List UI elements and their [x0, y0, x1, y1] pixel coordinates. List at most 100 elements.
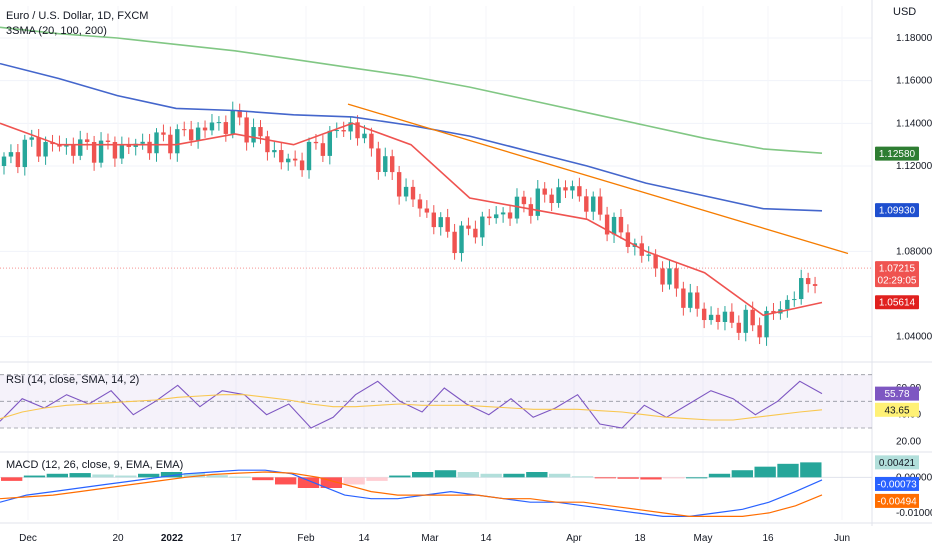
candle-body — [570, 186, 575, 191]
price-badge-box — [875, 203, 919, 218]
candle-body — [244, 117, 249, 143]
candle-body — [272, 150, 277, 153]
candle-body — [230, 110, 235, 134]
macd-histogram-bar — [617, 477, 639, 479]
candle-body — [105, 140, 111, 142]
candle-body — [459, 225, 464, 254]
candle-body — [355, 122, 360, 139]
macd-histogram-bar — [526, 472, 548, 478]
macd-histogram-bar — [138, 473, 160, 478]
candle-body — [445, 217, 450, 232]
rsi-tick-label: 20.00 — [896, 436, 921, 447]
price-badge-text: 1.12580 — [879, 149, 916, 160]
candle-body — [611, 216, 617, 235]
macd-badge-box — [875, 455, 919, 470]
candle-body — [223, 122, 229, 134]
macd-histogram-bar — [503, 473, 525, 478]
candle-body — [348, 122, 353, 132]
candle-body — [500, 212, 506, 215]
candle-body — [722, 311, 728, 322]
candle-body — [237, 110, 242, 118]
x-tick-label: 17 — [230, 533, 242, 544]
x-tick-label: 2022 — [161, 533, 184, 544]
candle-body — [799, 278, 804, 300]
currency-label: USD — [893, 6, 917, 18]
candle-body — [292, 158, 298, 161]
candle-body — [563, 187, 568, 191]
rsi-badge: 43.65 — [875, 402, 919, 417]
macd-badge-text: 0.00421 — [879, 458, 916, 469]
candle-body — [417, 199, 423, 209]
rsi-badge-box — [875, 386, 919, 401]
candle-body — [209, 122, 215, 131]
candle-body — [258, 127, 263, 137]
candle-body — [15, 152, 21, 168]
x-tick-label: May — [694, 533, 713, 544]
candle-body — [147, 141, 152, 154]
price-badge-box — [875, 146, 919, 161]
candle-body — [556, 187, 561, 204]
candle-body — [750, 309, 755, 326]
candle-body — [376, 148, 381, 173]
price-badge: 1.07215 — [875, 261, 919, 276]
macd-badge-box — [875, 493, 919, 508]
macd-histogram-bar — [434, 470, 457, 478]
price-tick-label: 1.12000 — [896, 161, 932, 172]
price-tick-label: 1.08000 — [896, 246, 932, 257]
candle-body — [452, 231, 457, 254]
candle-body — [182, 129, 187, 131]
candle-body — [410, 186, 416, 200]
candle-body — [674, 268, 679, 289]
candle-body — [466, 225, 471, 229]
macd-histogram-bar — [366, 477, 388, 481]
candle-body — [78, 139, 83, 156]
candle-body — [29, 137, 34, 140]
candle-body — [438, 217, 443, 228]
macd-histogram-bar — [252, 477, 274, 481]
macd-histogram-bar — [320, 477, 342, 488]
macd-badge-text: -0.00494 — [877, 496, 917, 507]
macd-tick-label: -0.01000 — [896, 508, 932, 519]
macd-histogram-bar — [640, 477, 662, 480]
macd-histogram-bar — [480, 473, 502, 478]
x-tick-label: 20 — [112, 533, 124, 544]
candle-body — [175, 129, 180, 154]
rsi-line — [0, 380, 823, 429]
macd-histogram-bar — [92, 474, 114, 478]
trendline — [347, 103, 849, 255]
candle-body — [743, 309, 748, 333]
candle-body — [514, 196, 520, 219]
price-tick-label: 1.04000 — [896, 332, 932, 343]
price-tick-label: 1.18000 — [896, 33, 932, 44]
macd-histogram-bar — [594, 477, 616, 479]
macd-histogram-bar — [731, 470, 753, 478]
price-badge-text: 1.07215 — [879, 264, 916, 275]
candle-body — [542, 188, 547, 195]
price-badge-text: 02:29:05 — [878, 276, 917, 287]
macd-histogram-bar — [571, 476, 594, 478]
candle-body — [251, 127, 256, 143]
candle-body — [265, 136, 270, 153]
x-tick-label: Dec — [19, 533, 37, 544]
candle-body — [112, 141, 118, 159]
x-tick-label: 16 — [762, 533, 774, 544]
price-badge-box — [875, 261, 919, 276]
x-tick-label: 18 — [634, 533, 646, 544]
x-tick-label: Jun — [834, 533, 850, 544]
candle-body — [362, 133, 367, 139]
rsi-ma-line — [0, 394, 823, 421]
rsi-badge-box — [875, 402, 919, 417]
macd-title: MACD (12, 26, close, 9, EMA, EMA) — [6, 459, 184, 471]
candle-body — [195, 127, 201, 141]
x-tick-label: Apr — [566, 533, 582, 544]
candle-body — [771, 310, 776, 314]
symbol-title: Euro / U.S. Dollar, 1D, FXCM — [6, 10, 149, 22]
macd-histogram-bar — [754, 466, 776, 478]
macd-histogram-bar — [183, 473, 205, 478]
macd-histogram-bar — [160, 472, 183, 478]
macd-histogram-bar — [389, 475, 411, 478]
x-tick-label: 14 — [480, 533, 492, 544]
candle-body — [22, 139, 27, 168]
macd-badge-box — [875, 476, 919, 491]
